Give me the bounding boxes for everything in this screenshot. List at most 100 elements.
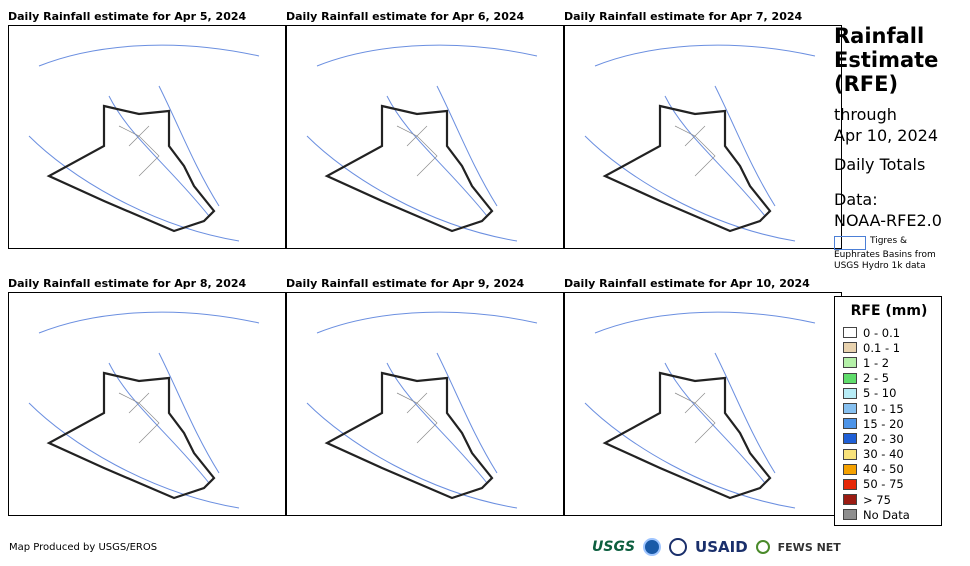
basin-key: Tigres & Euphrates Basins from USGS Hydr… xyxy=(834,236,964,272)
legend-item: 20 - 30 xyxy=(843,431,935,446)
legend-item: 40 - 50 xyxy=(843,462,935,477)
basin-outline xyxy=(316,311,538,334)
totals-label: Daily Totals xyxy=(834,155,926,174)
admin-boundary xyxy=(674,392,716,444)
map-credit: Map Produced by USGS/EROS xyxy=(9,542,158,553)
through-date: Apr 10, 2024 xyxy=(834,126,939,145)
data-label: Data: xyxy=(834,190,878,209)
map-panel-apr-8: Daily Rainfall estimate for Apr 8, 2024 xyxy=(8,276,286,516)
title-line: Rainfall xyxy=(834,24,925,48)
legend-swatch xyxy=(843,463,857,475)
legend-item: 15 - 20 xyxy=(843,416,935,431)
legend-item: 0 - 0.1 xyxy=(843,325,935,340)
map-panel-apr-5: Daily Rainfall estimate for Apr 5, 2024 xyxy=(8,9,286,249)
basin-outline xyxy=(584,135,796,242)
basin-outline xyxy=(584,402,796,509)
partner-logos: USGS USAID FEWS NET xyxy=(592,538,841,556)
usgs-logo: USGS xyxy=(592,539,636,555)
map-panel-apr-9: Daily Rainfall estimate for Apr 9, 2024 xyxy=(286,276,564,516)
legend-item: 30 - 40 xyxy=(843,447,935,462)
fews-net-icon xyxy=(755,540,770,554)
country-border xyxy=(46,104,216,233)
legend-swatch xyxy=(843,478,857,490)
map-panel-title: Daily Rainfall estimate for Apr 8, 2024 xyxy=(8,277,247,290)
legend-label: 40 - 50 xyxy=(863,462,904,477)
legend-swatch xyxy=(843,448,857,460)
legend-label: 20 - 30 xyxy=(863,431,904,446)
country-border xyxy=(324,371,494,500)
legend-swatch xyxy=(843,418,857,430)
legend-swatch xyxy=(843,403,857,415)
rainfall-map xyxy=(564,292,842,516)
map-panel-apr-7: Daily Rainfall estimate for Apr 7, 2024 xyxy=(564,9,842,249)
legend-label: 1 - 2 xyxy=(863,355,890,370)
legend-label: 5 - 10 xyxy=(863,386,897,401)
legend-swatch xyxy=(843,509,857,521)
legend-swatch xyxy=(843,433,857,445)
legend-item: > 75 xyxy=(843,492,935,507)
base-map xyxy=(28,311,260,509)
rainfall-map xyxy=(286,292,564,516)
legend-label: > 75 xyxy=(863,492,891,507)
legend-swatch xyxy=(843,387,857,399)
legend-label: 0.1 - 1 xyxy=(863,340,901,355)
basin-outline xyxy=(38,311,260,334)
map-panel-apr-6: Daily Rainfall estimate for Apr 6, 2024 xyxy=(286,9,564,249)
fews-net-logo: FEWS NET xyxy=(777,540,841,554)
legend-item: 5 - 10 xyxy=(843,386,935,401)
rainfall-map xyxy=(564,25,842,249)
legend-item: 2 - 5 xyxy=(843,371,935,386)
legend-label: 10 - 15 xyxy=(863,401,904,416)
river-line xyxy=(158,352,220,474)
river-line xyxy=(714,85,776,207)
legend-item: 50 - 75 xyxy=(843,477,935,492)
admin-boundary xyxy=(674,125,716,177)
rainfall-map xyxy=(8,292,286,516)
legend-label: 15 - 20 xyxy=(863,416,904,431)
legend-label: 30 - 40 xyxy=(863,447,904,462)
map-panel-apr-10: Daily Rainfall estimate for Apr 10, 2024 xyxy=(564,276,842,516)
admin-boundary xyxy=(118,392,160,444)
admin-boundary xyxy=(118,125,160,177)
map-panel-title: Daily Rainfall estimate for Apr 9, 2024 xyxy=(286,277,525,290)
river-line xyxy=(158,85,220,207)
river-line xyxy=(436,85,498,207)
legend-swatch xyxy=(843,342,857,354)
basin-outline xyxy=(28,402,240,509)
legend-label: 50 - 75 xyxy=(863,477,904,492)
title-line: (RFE) xyxy=(834,72,899,96)
map-panel-title: Daily Rainfall estimate for Apr 5, 2024 xyxy=(8,10,247,23)
river-line xyxy=(714,352,776,474)
base-map xyxy=(306,311,538,509)
legend-swatch xyxy=(843,357,857,369)
legend-item: 0.1 - 1 xyxy=(843,340,935,355)
river-line xyxy=(436,352,498,474)
basin-outline xyxy=(316,44,538,67)
title-line: Estimate xyxy=(834,48,939,72)
usaid-logo: USAID xyxy=(695,538,748,556)
base-map xyxy=(584,311,816,509)
admin-boundary xyxy=(396,392,438,444)
basin-outline xyxy=(594,311,816,334)
legend-swatch xyxy=(843,372,857,384)
map-panel-title: Daily Rainfall estimate for Apr 6, 2024 xyxy=(286,10,525,23)
basin-outline-swatch xyxy=(834,236,866,250)
base-map xyxy=(306,44,538,242)
basin-outline xyxy=(306,135,518,242)
basin-outline xyxy=(28,135,240,242)
basin-key-line: Tigres & xyxy=(870,236,908,246)
basin-key-line: Euphrates Basins from xyxy=(834,250,936,260)
country-border xyxy=(602,104,772,233)
through-label: through xyxy=(834,105,897,124)
basin-outline xyxy=(38,44,260,67)
base-map xyxy=(584,44,816,242)
base-map xyxy=(28,44,260,242)
map-panel-title: Daily Rainfall estimate for Apr 7, 2024 xyxy=(564,10,803,23)
basin-key-line: USGS Hydro 1k data xyxy=(834,261,926,271)
noaa-logo xyxy=(643,538,662,556)
legend-swatch xyxy=(843,494,857,506)
country-border xyxy=(602,371,772,500)
country-border xyxy=(324,104,494,233)
legend-label: 0 - 0.1 xyxy=(863,325,901,340)
